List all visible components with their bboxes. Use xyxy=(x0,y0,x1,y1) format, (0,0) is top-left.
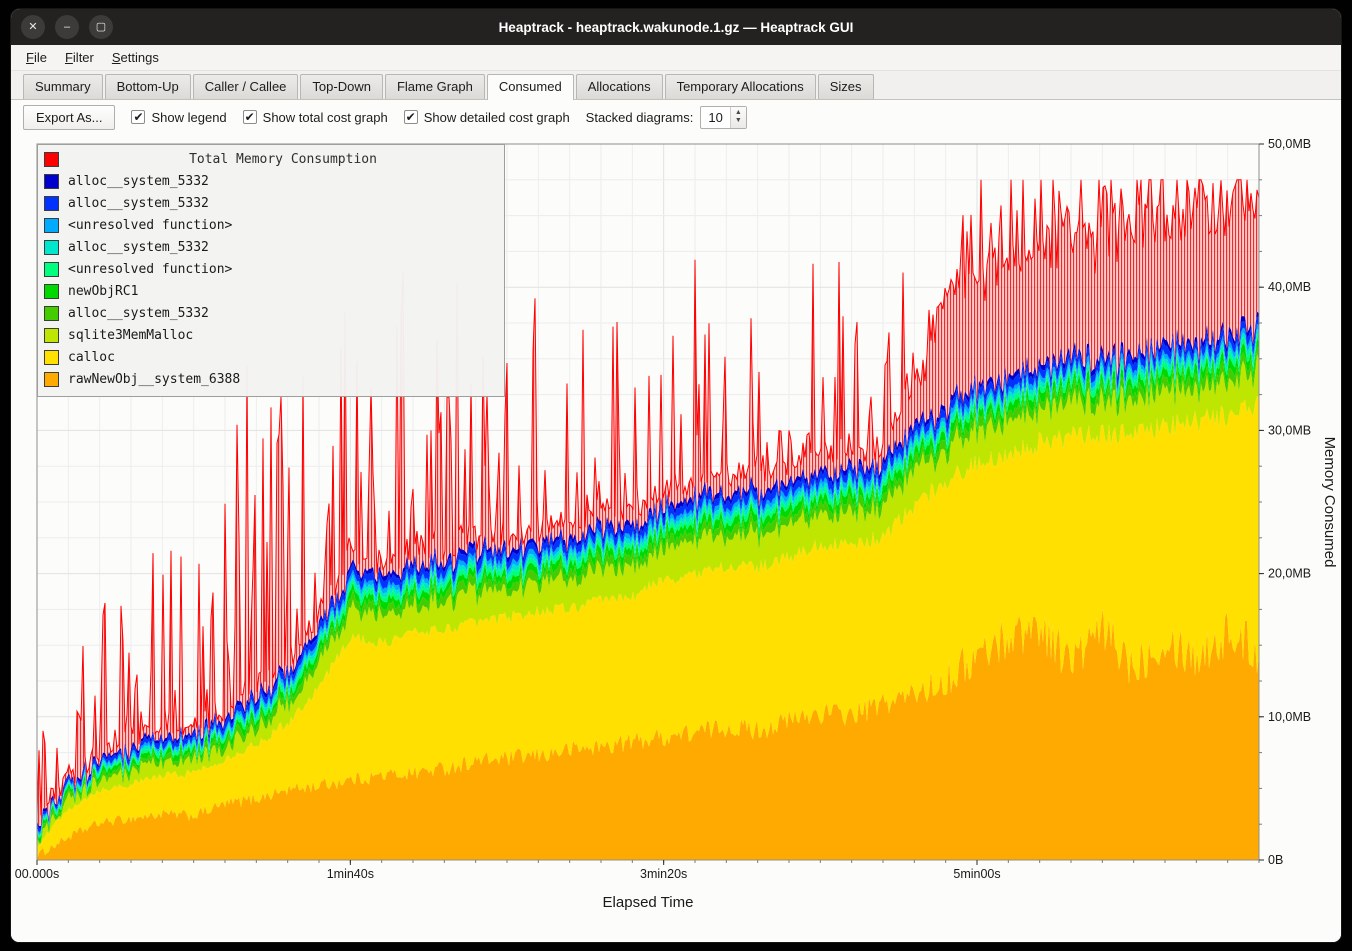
stacked-diagrams-value[interactable]: 10 xyxy=(708,109,723,125)
export-as-button[interactable]: Export As... xyxy=(23,104,116,130)
legend-item: alloc__system_5332 xyxy=(44,302,498,324)
legend-swatch xyxy=(44,261,59,277)
checkbox-icon: ✔ xyxy=(403,110,418,124)
title-bar[interactable]: ✕ – ▢ Heaptrack - heaptrack.wakunode.1.g… xyxy=(11,9,1341,45)
toolbar: Export As... ✔ Show legend ✔ Show total cos… xyxy=(11,100,1341,134)
legend-item: <unresolved function> xyxy=(44,214,498,236)
checkbox-icon: ✔ xyxy=(242,110,257,124)
legend-swatch xyxy=(44,327,59,343)
legend-item: newObjRC1 xyxy=(44,280,498,302)
legend-item-label: <unresolved function> xyxy=(68,261,233,277)
checkbox-show-detailed-cost-graph[interactable]: ✔ Show detailed cost graph xyxy=(403,109,570,125)
legend-item-label: calloc xyxy=(68,349,115,365)
legend-item-label: alloc__system_5332 xyxy=(68,239,209,255)
legend-item-label: alloc__system_5332 xyxy=(68,173,209,189)
legend-title: Total Memory Consumption xyxy=(189,151,377,167)
svg-text:20,0MB: 20,0MB xyxy=(1268,567,1311,581)
svg-text:3min20s: 3min20s xyxy=(640,867,687,881)
checkbox-icon: ✔ xyxy=(131,110,146,124)
tab-top-down[interactable]: Top-Down xyxy=(300,74,383,99)
legend-item-label: newObjRC1 xyxy=(68,283,139,299)
checkbox-label: Show detailed cost graph xyxy=(423,109,570,125)
checkbox-show-total-cost-graph[interactable]: ✔ Show total cost graph xyxy=(242,109,388,125)
tab-bottom-up[interactable]: Bottom-Up xyxy=(104,74,191,99)
legend-item: alloc__system_5332 xyxy=(44,192,498,214)
spinbox-arrows[interactable]: ▲ ▼ xyxy=(729,106,746,128)
legend-item: alloc__system_5332 xyxy=(44,236,498,258)
stacked-diagrams-label: Stacked diagrams: xyxy=(585,109,694,125)
stacked-diagrams-control: Stacked diagrams: 10 ▲ ▼ xyxy=(585,105,747,129)
legend-item: sqlite3MemMalloc xyxy=(44,324,498,346)
legend-swatch xyxy=(44,217,59,233)
svg-text:1min40s: 1min40s xyxy=(327,867,374,881)
tab-sizes[interactable]: Sizes xyxy=(817,74,874,99)
legend-swatch xyxy=(44,349,59,365)
svg-text:0B: 0B xyxy=(1268,853,1283,867)
tab-allocations[interactable]: Allocations xyxy=(575,74,663,99)
spin-down-icon[interactable]: ▼ xyxy=(734,117,742,124)
svg-text:50,0MB: 50,0MB xyxy=(1268,137,1311,151)
legend-swatch xyxy=(44,283,59,299)
tab-caller-callee[interactable]: Caller / Callee xyxy=(192,74,299,99)
legend-item: calloc xyxy=(44,346,498,368)
svg-text:30,0MB: 30,0MB xyxy=(1268,423,1311,437)
legend-swatch xyxy=(44,195,59,211)
close-button[interactable]: ✕ xyxy=(21,15,45,39)
legend-item-label: rawNewObj__system_6388 xyxy=(68,371,241,387)
svg-text:Elapsed Time: Elapsed Time xyxy=(603,894,694,911)
svg-text:Memory Consumed: Memory Consumed xyxy=(1321,437,1338,568)
svg-text:00.000s: 00.000s xyxy=(15,867,59,881)
legend-swatch xyxy=(44,371,59,387)
legend-item: rawNewObj__system_6388 xyxy=(44,368,498,390)
tab-consumed[interactable]: Consumed xyxy=(486,74,574,100)
svg-text:10,0MB: 10,0MB xyxy=(1268,710,1311,724)
legend-swatch xyxy=(44,173,59,189)
legend-swatch xyxy=(44,305,59,321)
legend-title-row: Total Memory Consumption xyxy=(44,148,498,170)
legend-item: <unresolved function> xyxy=(44,258,498,280)
checkbox-show-legend[interactable]: ✔ Show legend xyxy=(131,109,227,125)
checkbox-label: Show legend xyxy=(151,109,227,125)
legend-swatch-total xyxy=(44,151,59,167)
stacked-diagrams-spinbox[interactable]: 10 ▲ ▼ xyxy=(700,105,747,129)
memory-consumption-chart[interactable]: 00.000s 1min40s 3min20s 5min00s 0B 10,0MB 20,0… xyxy=(11,134,1342,943)
heaptrack-window: ✕ – ▢ Heaptrack - heaptrack.wakunode.1.g… xyxy=(10,8,1342,943)
chart-legend: Total Memory Consumption alloc__system_53… xyxy=(37,144,505,397)
legend-item-label: alloc__system_5332 xyxy=(68,305,209,321)
maximize-button[interactable]: ▢ xyxy=(89,15,113,39)
legend-item: alloc__system_5332 xyxy=(44,170,498,192)
tab-flame-graph[interactable]: Flame Graph xyxy=(384,74,485,99)
tab-summary[interactable]: Summary xyxy=(23,74,103,99)
chart-panel: 00.000s 1min40s 3min20s 5min00s 0B 10,0MB 20,0… xyxy=(11,134,1341,942)
legend-swatch xyxy=(44,239,59,255)
svg-text:40,0MB: 40,0MB xyxy=(1268,280,1311,294)
tab-temporary-allocations[interactable]: Temporary Allocations xyxy=(664,74,816,99)
minimize-button[interactable]: – xyxy=(55,15,79,39)
svg-text:5min00s: 5min00s xyxy=(953,867,1000,881)
tab-bar: Summary Bottom-Up Caller / Callee Top-Down F… xyxy=(11,71,1341,100)
spin-up-icon[interactable]: ▲ xyxy=(734,108,742,116)
window-controls: ✕ – ▢ xyxy=(21,9,113,45)
legend-item-label: alloc__system_5332 xyxy=(68,195,209,211)
checkbox-label: Show total cost graph xyxy=(262,109,388,125)
legend-item-label: <unresolved function> xyxy=(68,217,233,233)
legend-item-label: sqlite3MemMalloc xyxy=(68,327,194,343)
window-title: Heaptrack - heaptrack.wakunode.1.gz — He… xyxy=(498,19,854,35)
